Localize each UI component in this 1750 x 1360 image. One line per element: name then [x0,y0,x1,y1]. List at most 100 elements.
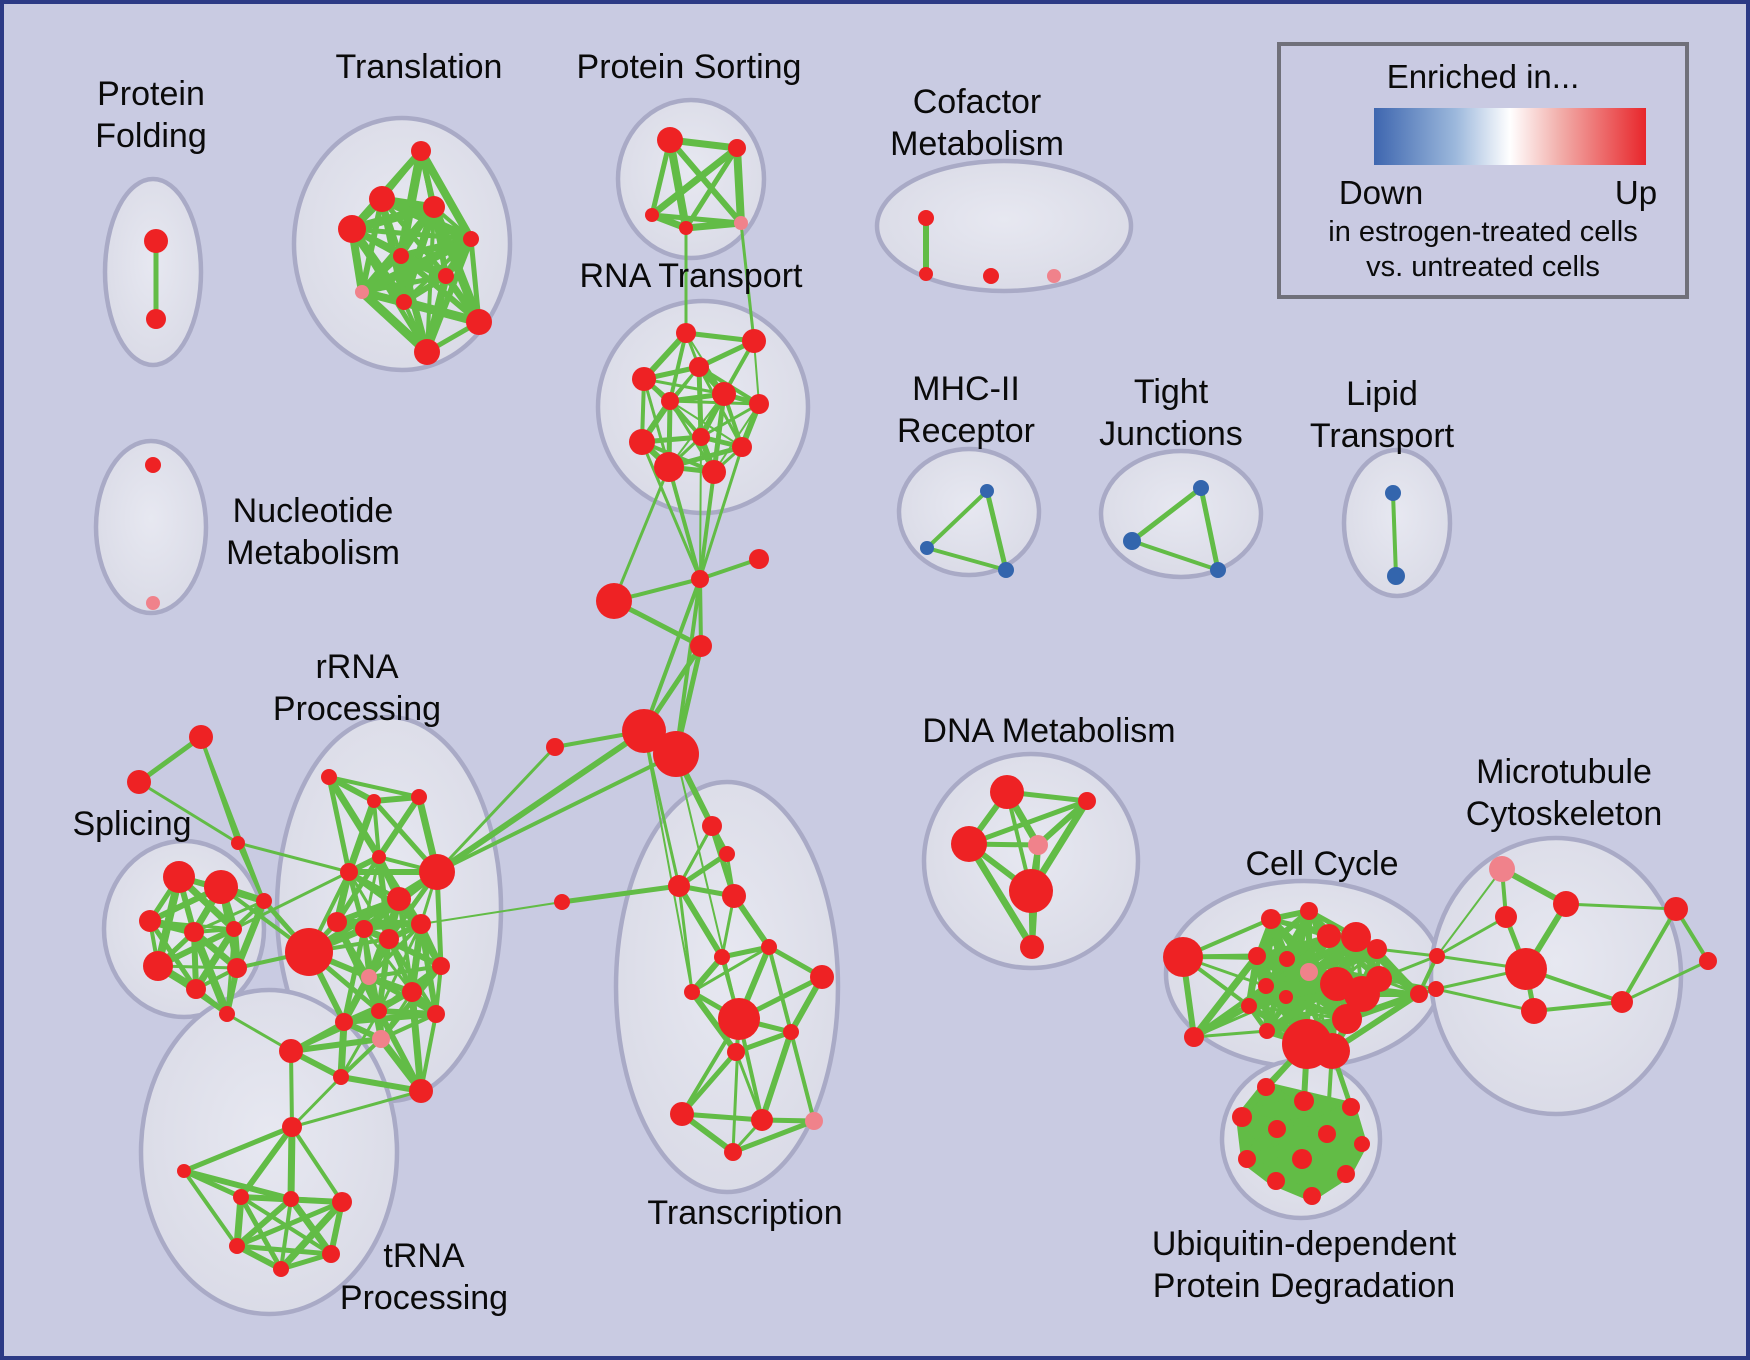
network-inter-edge [643,730,693,993]
network-edge [181,1168,294,1202]
network-edge [731,1017,741,1154]
network-inter-edge [739,221,756,343]
rrna-processing-node [361,969,377,985]
splicing-node [184,922,204,942]
splicing-node [163,861,195,893]
network-inter-edge [435,745,557,874]
network-edge [347,202,439,234]
protein-folding-ellipse [102,176,204,368]
lipid-transport-label: Lipid [1346,375,1418,413]
transcription-node [727,1043,745,1061]
nucleotide-metabolism-node [146,596,160,610]
cofactor-metabolism-node [1047,269,1061,283]
network-edge [287,1195,335,1258]
splicing-node [186,979,206,999]
network-edge [925,489,989,550]
network-inter-edge [667,465,702,581]
rrna-processing-node [340,863,358,881]
translation-node [466,309,492,335]
dna-metabolism-node [1020,935,1044,959]
transcription-node [668,875,690,897]
rna-transport-node [629,429,655,455]
network-edge [234,1243,284,1272]
network-edge [377,922,423,1013]
cofactor-metabolism-node [983,268,999,284]
protein-folding-node [144,229,168,253]
network-svg: Protein Folding Translation Protein Sorting… [72,48,1717,1317]
network-edge [182,1169,239,1248]
trna-processing-node [322,1245,340,1263]
cell-cycle-node [1261,909,1281,929]
translation-node [396,294,412,310]
rrna-processing-node [432,957,450,975]
network-inter-edge [698,445,744,581]
rna-transport-node [749,394,769,414]
network-edge [401,273,449,305]
network-edge [192,925,238,993]
network-edge [367,964,443,979]
microtubule-cytoskeleton-node [1489,856,1515,882]
network-inter-edge [675,753,740,1020]
network-edge [676,883,725,960]
rna-transport-node [742,329,766,353]
ubiquitin-degradation-node [1232,1107,1252,1127]
network-inter-edge [199,735,266,903]
network-edge [327,775,421,799]
protein-sorting-node [657,127,683,153]
network-edge [379,1012,438,1041]
transcription-label: Transcription [647,1194,842,1232]
cell-cycle-node [1248,947,1266,965]
rrna-processing-node [371,1003,387,1019]
network-edge [367,922,423,979]
ubiquitin-degradation-label: Ubiquitin-dependent [1152,1225,1457,1263]
network-edge [642,577,702,733]
legend-title: Enriched in... [1386,58,1580,95]
network-edge [360,254,403,294]
connector-chain-node [546,738,564,756]
rrna-processing-node [411,789,427,805]
network-edge [699,402,761,439]
network-edge [359,196,385,295]
network-edge [1564,902,1678,911]
dna-metabolism-node [951,826,987,862]
trna-processing-node [273,1261,289,1277]
rrna-processing-node [419,854,455,890]
protein-folding-label: Protein [97,75,205,113]
cell-cycle-node [1300,963,1318,981]
cell-cycle-node [1279,990,1293,1004]
network-edge [1532,1000,1624,1013]
cell-cycle-node [1163,937,1203,977]
legend: Enriched in... Down Up in estrogen-treat… [1277,42,1689,299]
translation-node [438,268,454,284]
ubiquitin-degradation-node [1318,1125,1336,1143]
network-edge [1190,952,1261,1041]
splicing-label: Splicing [72,805,191,843]
tight-junctions-label: Tight [1134,373,1209,411]
dna-metabolism-node [1028,835,1048,855]
cofactor-metabolism-node [919,267,933,281]
network-edge [192,899,266,934]
nucleotide-metabolism-label: Metabolism [226,534,400,572]
connector-chain-node [691,570,709,588]
rrna-processing-node [387,887,411,911]
network-edge [419,1012,438,1093]
mhc-ii-receptor-ellipse [896,446,1042,578]
cell-cycle-node [1279,951,1295,967]
network-edge [1254,908,1312,959]
trna-processing-node [283,1191,299,1207]
network-edge [277,1198,346,1273]
transcription-node [718,998,760,1040]
transcription-node [554,894,570,910]
trna-processing-label: Processing [340,1279,508,1317]
network-edge [1130,539,1220,572]
cofactor-metabolism-label: Metabolism [890,125,1064,163]
translation-node [338,215,366,243]
network-edge [1262,933,1360,990]
transcription-node [719,846,735,862]
network-edge [288,1036,384,1054]
microtubule-cytoskeleton-node [1664,897,1688,921]
network-edge [234,1199,345,1249]
mhc-ii-receptor-node [980,484,994,498]
network-edge [238,1194,284,1272]
network-edge [290,1125,344,1204]
